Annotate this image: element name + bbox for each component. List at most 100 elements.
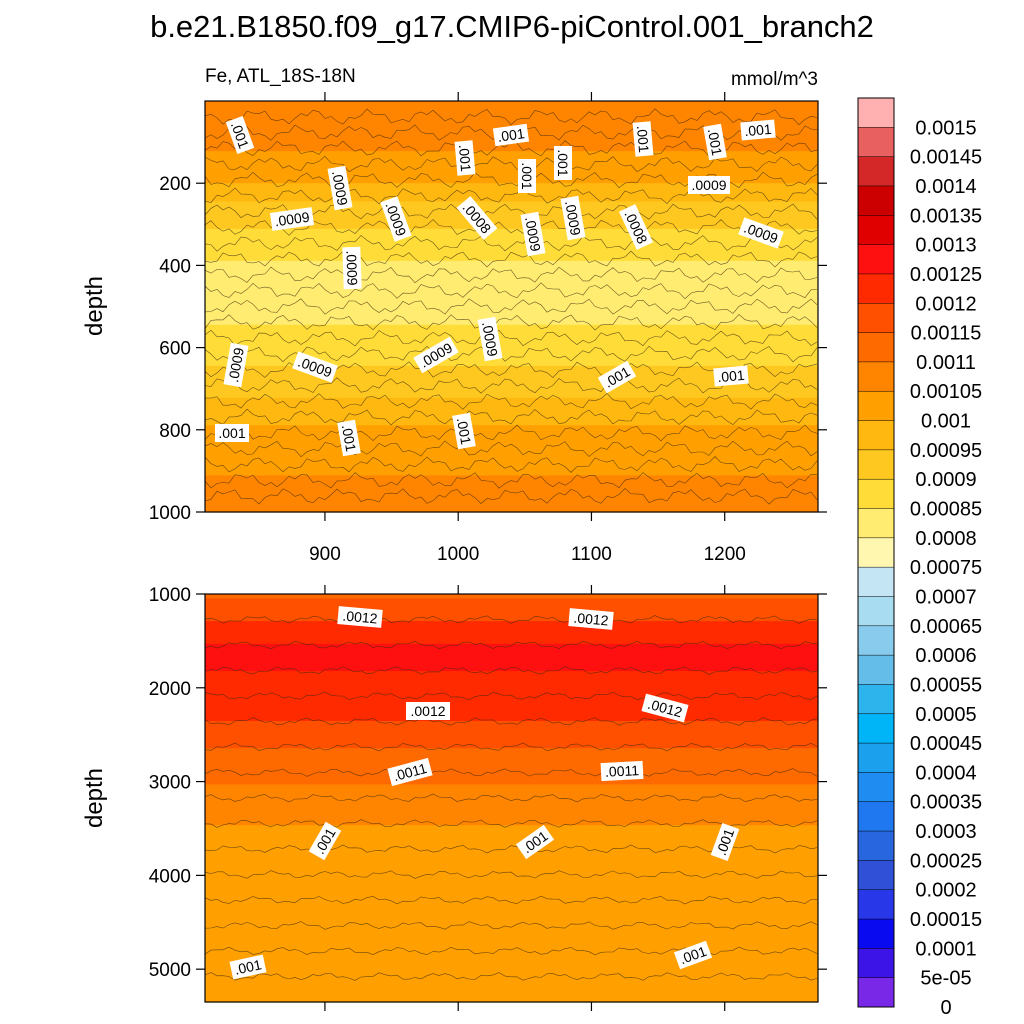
field-band <box>205 388 818 394</box>
field-band <box>205 297 818 303</box>
contour-label-group: .0012 <box>568 608 614 630</box>
contour-label-box <box>600 760 644 782</box>
contour-label-group: .0012 <box>337 606 383 628</box>
field-band <box>205 829 818 835</box>
upper-panel: 200 400 600 800 1000 900 1000 1100 1200 .001 .001.… <box>149 92 827 565</box>
field-band <box>205 979 818 985</box>
contour-line <box>204 298 818 315</box>
field-band <box>205 988 818 994</box>
field-band <box>205 480 818 486</box>
field-band <box>205 233 818 239</box>
plot-frame <box>204 100 819 513</box>
field-band <box>205 924 818 931</box>
field-band <box>205 283 818 289</box>
field-band <box>205 164 818 171</box>
field-band <box>205 475 818 481</box>
field-band <box>205 215 818 221</box>
contour-label-box <box>225 115 255 155</box>
colorbar-label: 0.0013 <box>915 235 976 257</box>
plot-frame <box>204 593 819 1003</box>
contour-label: .0009 <box>225 346 247 383</box>
field-band <box>205 375 818 381</box>
field-band <box>205 155 818 161</box>
contour-label: .0009 <box>562 199 584 236</box>
colorbar-frame <box>857 97 895 1008</box>
field-band <box>205 938 818 944</box>
contour-line <box>204 793 818 803</box>
colorbar-label: 0.0001 <box>915 938 976 960</box>
colorbar-label: 5e-05 <box>920 968 971 990</box>
field-band <box>205 356 818 362</box>
field-band <box>205 265 818 271</box>
field-band <box>205 838 818 844</box>
field-band <box>205 934 818 940</box>
contour-label: .0009 <box>329 169 351 206</box>
y-tick-label: 4000 <box>149 866 191 887</box>
contour-label-group: .001 <box>454 140 476 176</box>
field-band <box>205 457 818 463</box>
contour-label-group: .001 <box>703 123 727 161</box>
field-band <box>205 484 818 490</box>
colorbar-label: 0.0011 <box>916 352 976 374</box>
contour-label-box <box>688 176 730 194</box>
field-band <box>205 983 818 989</box>
field-band <box>205 648 818 654</box>
field-band <box>205 489 818 495</box>
contour-label-box <box>269 207 315 231</box>
contour-line <box>204 171 818 189</box>
field-band <box>205 142 818 148</box>
field-band <box>205 861 818 867</box>
contour-label: .0012 <box>573 610 610 629</box>
contour-label-box <box>738 217 784 249</box>
colorbar-label: 0.00085 <box>910 499 982 521</box>
colorbar-box <box>858 479 894 509</box>
field-band <box>205 338 818 344</box>
field-band <box>205 192 818 198</box>
contour-label-box <box>740 119 776 141</box>
field-band <box>205 174 818 180</box>
field-band <box>205 343 818 349</box>
colorbar-label: 0.0008 <box>915 528 976 550</box>
chart-title: b.e21.B1850.f09_g17.CMIP6-piControl.001_… <box>150 9 874 44</box>
field-band <box>205 784 818 790</box>
contour-label-box <box>703 123 727 161</box>
field-band <box>205 775 818 781</box>
contour-line <box>204 666 818 675</box>
colorbar-box <box>858 860 894 891</box>
x-tick-label: 1100 <box>571 544 612 565</box>
field-band <box>205 757 818 763</box>
field-band <box>205 612 818 618</box>
contour-label-box <box>406 702 450 720</box>
field-band <box>205 224 818 230</box>
field-band <box>205 997 818 1003</box>
contour-label-box <box>618 204 654 250</box>
contour-label: .001 <box>634 125 652 154</box>
contour-label: .0011 <box>605 762 640 780</box>
field-band <box>205 902 818 908</box>
contour-label-box <box>710 822 740 862</box>
colorbar-box <box>858 655 894 685</box>
colorbar-box <box>858 303 894 333</box>
contour-label: .001 <box>555 149 571 176</box>
field-band <box>205 397 818 403</box>
colorbar-label: 0.00145 <box>910 147 982 169</box>
contour-label: .0012 <box>342 608 379 627</box>
contour-line <box>204 768 818 777</box>
field-band <box>205 393 818 399</box>
field-band <box>205 301 818 308</box>
field-band <box>205 105 818 111</box>
contour-line <box>204 408 818 426</box>
colorbar-label: 0.0014 <box>915 176 976 198</box>
field-band <box>205 621 818 627</box>
field-band <box>205 311 818 317</box>
contour-label-group: .0009 <box>688 176 730 194</box>
contour-line <box>204 691 818 701</box>
colorbar-label: 0.0009 <box>915 469 976 491</box>
field-band <box>205 247 818 253</box>
field-band <box>205 748 818 754</box>
y-tick-label: 1000 <box>149 585 191 606</box>
colorbar-label: 0.0007 <box>915 586 976 608</box>
contour-label-box <box>568 608 614 630</box>
field-band <box>205 425 818 431</box>
